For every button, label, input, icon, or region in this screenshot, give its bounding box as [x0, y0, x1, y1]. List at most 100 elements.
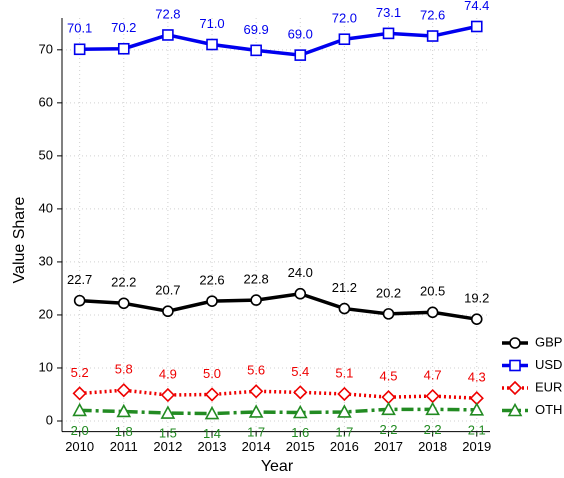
- x-tick-label: 2016: [330, 439, 359, 454]
- data-label: 4.5: [379, 369, 397, 384]
- data-label: 22.7: [67, 272, 92, 287]
- legend-label: OTH: [535, 402, 562, 417]
- data-label: 5.1: [335, 365, 353, 380]
- data-label: 70.2: [111, 20, 136, 35]
- data-label: 1.5: [159, 425, 177, 440]
- data-label: 4.3: [468, 370, 486, 385]
- x-tick-label: 2015: [286, 439, 315, 454]
- y-tick-label: 20: [39, 306, 53, 321]
- data-label: 24.0: [288, 265, 313, 280]
- marker: [72, 402, 87, 417]
- marker: [162, 29, 174, 41]
- marker: [206, 295, 218, 307]
- marker: [338, 302, 351, 315]
- x-tick-label: 2014: [242, 439, 271, 454]
- data-label: 21.2: [332, 280, 357, 295]
- data-label: 19.2: [464, 291, 489, 306]
- marker: [73, 43, 86, 56]
- marker: [117, 42, 130, 55]
- y-tick-label: 50: [39, 147, 53, 162]
- marker: [250, 44, 262, 57]
- data-label: 4.7: [424, 368, 442, 383]
- marker: [294, 49, 307, 61]
- x-tick-label: 2011: [110, 439, 138, 454]
- data-label: 5.4: [291, 364, 309, 379]
- data-label: 5.6: [247, 363, 265, 378]
- marker: [382, 308, 395, 320]
- y-tick-label: 0: [46, 412, 53, 427]
- data-label: 5.8: [115, 362, 133, 377]
- data-label: 74.4: [464, 0, 489, 13]
- marker: [507, 380, 523, 396]
- data-label: 71.0: [199, 16, 224, 31]
- series-line: [79, 291, 478, 321]
- marker: [337, 386, 352, 402]
- x-tick-label: 2018: [418, 439, 447, 454]
- y-tick-label: 30: [39, 253, 53, 268]
- marker: [116, 383, 131, 398]
- marker: [469, 402, 485, 416]
- y-tick-label: 70: [39, 41, 53, 56]
- marker: [426, 30, 439, 42]
- data-label: 20.7: [155, 283, 180, 298]
- data-label: 72.8: [155, 6, 180, 21]
- marker: [470, 313, 483, 325]
- data-label: 72.6: [420, 7, 445, 22]
- marker: [381, 401, 396, 416]
- data-label: 72.0: [332, 11, 357, 26]
- data-label: 2.2: [379, 422, 397, 437]
- data-label: 22.8: [243, 272, 268, 287]
- data-label: 2.0: [71, 423, 89, 438]
- y-tick-label: 40: [39, 200, 53, 215]
- marker: [426, 306, 439, 319]
- data-label: 22.6: [199, 273, 224, 288]
- marker: [116, 403, 132, 418]
- x-tick-label: 2019: [462, 439, 491, 454]
- data-label: 4.9: [159, 366, 177, 381]
- marker: [507, 402, 523, 417]
- marker: [292, 404, 308, 419]
- data-label: 5.0: [203, 366, 221, 381]
- x-tick-label: 2017: [374, 439, 403, 454]
- data-label: 5.2: [71, 365, 89, 380]
- data-label: 1.7: [247, 424, 265, 439]
- legend-label: GBP: [535, 334, 562, 349]
- y-tick-label: 10: [39, 359, 53, 374]
- marker: [206, 38, 218, 51]
- marker: [509, 359, 521, 372]
- marker: [382, 27, 395, 40]
- y-axis-label: Value Share: [11, 196, 28, 283]
- data-label: 20.5: [420, 284, 445, 299]
- marker: [509, 337, 521, 349]
- data-label: 22.2: [111, 275, 136, 290]
- marker: [294, 287, 307, 300]
- marker: [204, 387, 220, 402]
- x-tick-label: 2013: [198, 439, 227, 454]
- series-line: [79, 388, 477, 400]
- marker: [204, 405, 220, 420]
- marker: [381, 390, 396, 405]
- marker: [425, 388, 440, 404]
- data-label: 1.7: [335, 424, 353, 439]
- data-label: 69.9: [243, 22, 268, 37]
- y-tick-label: 60: [39, 94, 53, 109]
- marker: [160, 387, 176, 403]
- marker: [250, 294, 262, 306]
- data-label: 1.8: [115, 424, 133, 439]
- data-label: 69.0: [288, 27, 313, 42]
- data-label: 1.4: [203, 426, 221, 441]
- marker: [293, 385, 308, 400]
- marker: [73, 294, 86, 307]
- x-tick-label: 2012: [153, 439, 182, 454]
- x-tick-label: 2010: [65, 439, 94, 454]
- legend: GBP USD EUR OTH: [502, 334, 562, 417]
- marker: [72, 386, 87, 401]
- legend-label: EUR: [535, 379, 562, 394]
- marker: [162, 305, 174, 318]
- series-line: [79, 24, 478, 57]
- marker: [338, 33, 351, 46]
- marker: [160, 405, 176, 419]
- x-axis-label: Year: [261, 458, 294, 475]
- data-label: 73.1: [376, 5, 401, 20]
